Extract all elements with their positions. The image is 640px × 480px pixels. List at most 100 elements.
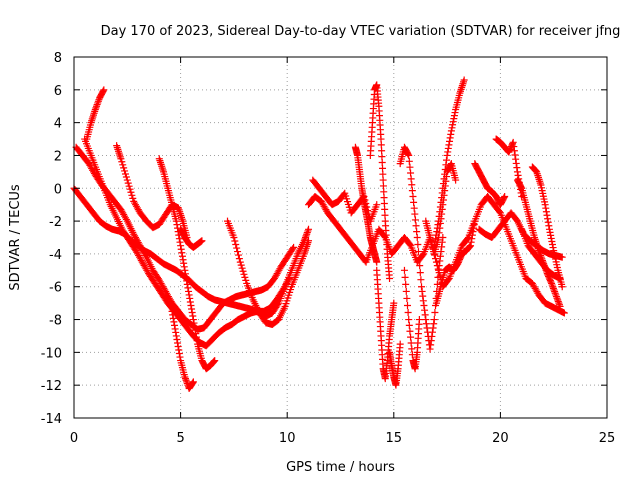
data-point: [448, 124, 456, 132]
data-point: [436, 257, 444, 265]
axis-ticks: 0 5 10 15 20 25 -14 -12 -10 -8 -6 -4 -2 0 2 4 6 8: [41, 51, 616, 446]
data-point: [450, 115, 458, 123]
series-arc-15: [386, 340, 404, 389]
data-point: [434, 221, 442, 229]
data-point: [188, 305, 196, 313]
data-point: [435, 217, 443, 225]
data-point: [176, 238, 184, 246]
data-point: [93, 102, 101, 110]
data-point: [422, 316, 430, 324]
data-point: [183, 280, 191, 288]
data-point: [193, 337, 201, 345]
data-point: [189, 316, 197, 324]
data-point: [446, 134, 454, 142]
data-point: [236, 258, 244, 266]
data-point: [549, 244, 557, 252]
data-point: [444, 144, 452, 152]
data-point: [378, 147, 386, 155]
data-point: [378, 158, 386, 166]
data-point: [122, 215, 130, 223]
data-point: [94, 99, 102, 107]
series-arc-14: [373, 266, 398, 383]
data-point: [170, 318, 178, 326]
data-point: [551, 289, 559, 297]
data-point: [400, 266, 408, 274]
data-point: [420, 301, 428, 309]
data-point: [548, 237, 556, 245]
data-point: [91, 106, 99, 114]
data-point: [560, 309, 568, 317]
data-point: [440, 175, 448, 183]
data-point: [552, 293, 560, 301]
data-point: [444, 148, 452, 156]
data-point: [541, 201, 549, 209]
data-point: [447, 130, 455, 138]
data-point: [549, 284, 557, 292]
data-point: [237, 261, 245, 269]
data-point: [290, 243, 298, 251]
data-point: [100, 86, 108, 94]
data-point: [93, 101, 101, 109]
data-point: [548, 241, 556, 249]
data-point: [176, 353, 184, 361]
data-point: [126, 185, 134, 193]
data-point: [181, 270, 189, 278]
data-point: [449, 118, 457, 126]
data-point: [177, 245, 185, 253]
data-point: [378, 153, 386, 161]
data-point: [512, 159, 520, 167]
data-point: [419, 297, 427, 305]
data-point: [413, 234, 421, 241]
data-point: [439, 184, 447, 192]
data-point: [421, 311, 429, 319]
data-point: [512, 155, 520, 163]
data-point: [177, 242, 185, 250]
data-point: [117, 155, 125, 163]
data-point: [209, 358, 217, 366]
data-point: [187, 301, 195, 309]
data-point: [99, 87, 107, 95]
data-point: [303, 230, 311, 238]
data-point: [174, 343, 182, 351]
data-point: [412, 222, 420, 230]
data-point: [127, 188, 135, 196]
data-point: [442, 156, 450, 164]
data-point: [511, 151, 519, 159]
data-point: [460, 76, 468, 84]
y-tick-label: 2: [54, 149, 62, 164]
y-tick-label: -14: [41, 412, 62, 427]
data-point: [513, 168, 521, 176]
data-point: [171, 321, 179, 329]
data-point: [377, 135, 385, 143]
data-points: [70, 76, 568, 392]
data-point: [416, 269, 424, 277]
data-point: [408, 345, 416, 353]
series-arc-3: [81, 135, 293, 350]
data-point: [552, 291, 560, 299]
data-point: [468, 235, 476, 243]
data-point: [231, 237, 239, 245]
data-point: [415, 316, 423, 324]
data-point: [380, 194, 388, 202]
data-point: [410, 198, 418, 206]
plot-frame: [73, 56, 608, 419]
data-point: [407, 175, 415, 183]
data-point: [210, 357, 218, 365]
data-point: [432, 231, 440, 239]
data-point: [189, 312, 197, 320]
data-point: [558, 253, 566, 261]
data-point: [289, 245, 297, 253]
data-point: [94, 97, 102, 105]
data-point: [407, 169, 415, 177]
data-point: [442, 161, 450, 169]
data-point: [435, 212, 443, 220]
data-point: [380, 200, 388, 208]
data-point: [92, 104, 100, 112]
data-point: [179, 256, 187, 264]
data-point: [192, 333, 200, 341]
data-point: [411, 216, 419, 224]
data-point: [405, 321, 413, 329]
data-point: [416, 262, 424, 270]
data-point: [182, 376, 190, 384]
y-tick-label: -6: [49, 281, 62, 296]
